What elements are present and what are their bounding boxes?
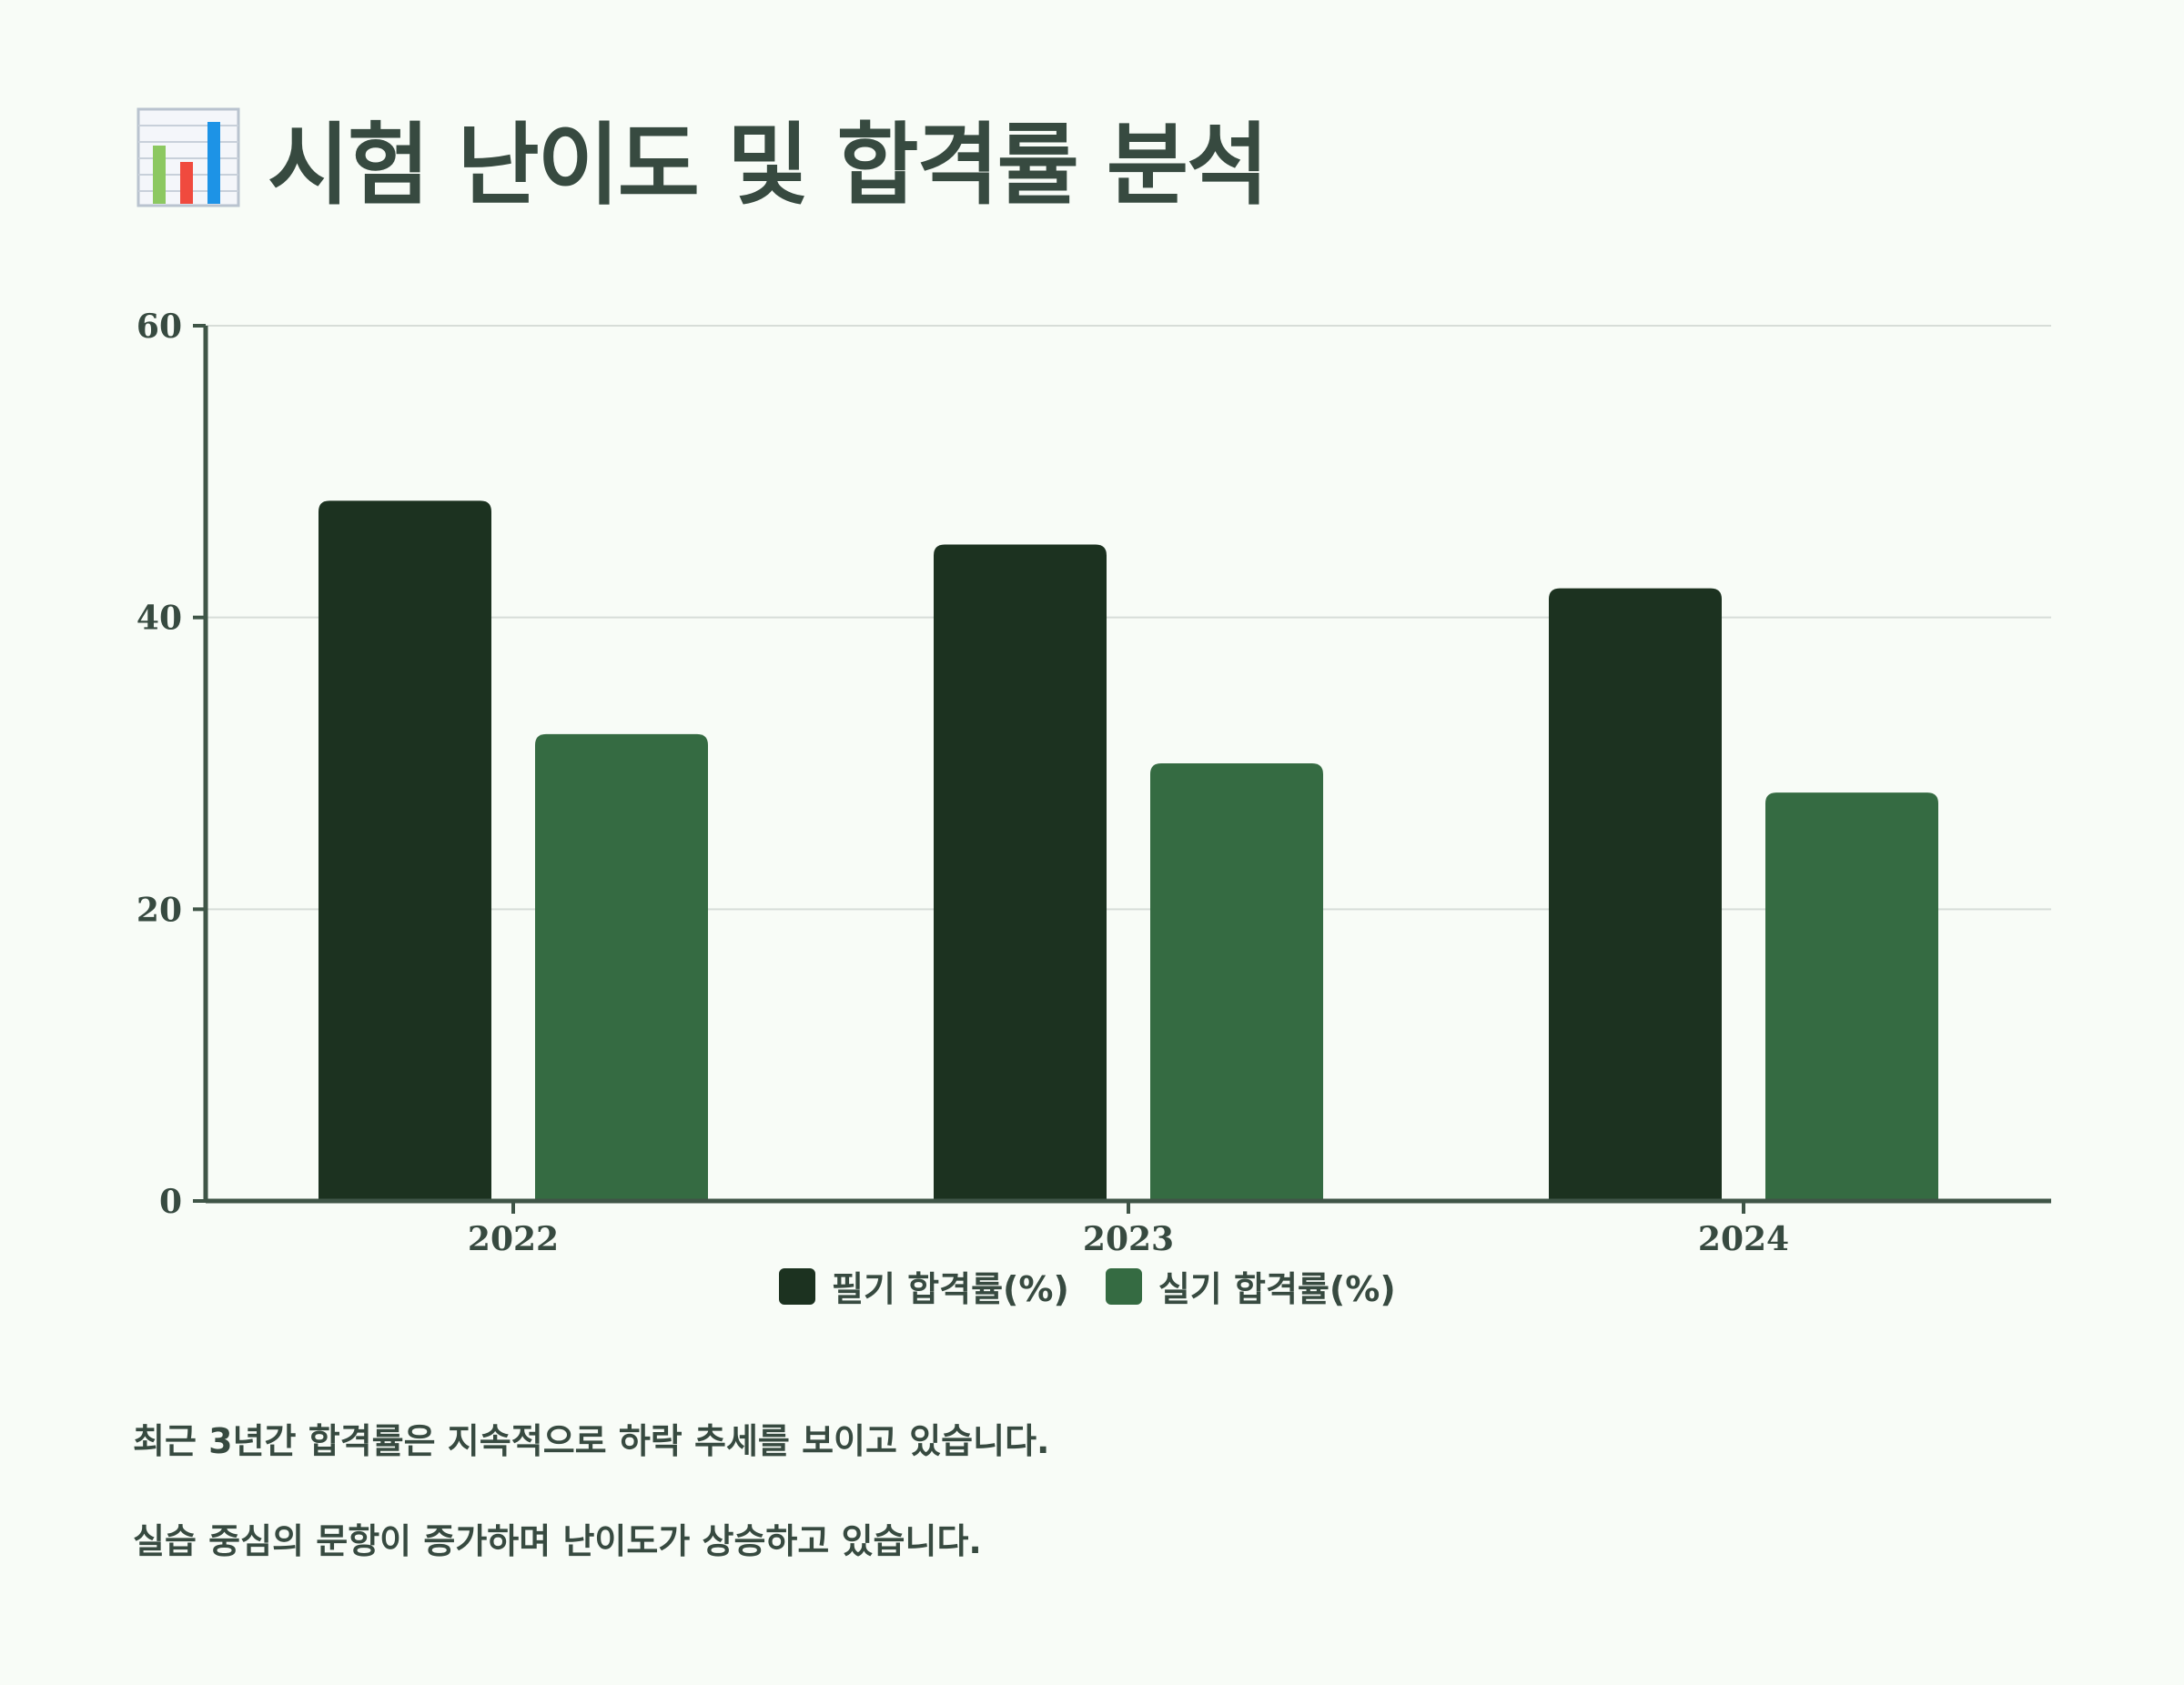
bar-chart: 0 20 40 60 2022 2023 2024 xyxy=(136,308,2051,1258)
bar-written-2024 xyxy=(1549,588,1722,1201)
legend-item-practical[interactable]: 실기 합격률(%) xyxy=(1105,1261,1396,1311)
x-tick-label: 2024 xyxy=(1698,1220,1789,1258)
analysis-notes: 최근 3년간 합격률은 지속적으로 하락 추세를 보이고 있습니다. 실습 중심… xyxy=(133,1419,1050,1619)
chart-legend: 필기 합격률(%) 실기 합격률(%) xyxy=(779,1261,1432,1311)
legend-swatch-written xyxy=(779,1267,815,1305)
x-tick-label: 2022 xyxy=(468,1220,559,1258)
note-difficulty: 실습 중심의 문항이 증가하며 난이도가 상승하고 있습니다. xyxy=(133,1521,982,1561)
bar-written-2023 xyxy=(934,544,1107,1201)
legend-label-written: 필기 합격률(%) xyxy=(832,1269,1069,1309)
title-text: 시험 난이도 및 합격률 분석 xyxy=(268,114,1269,217)
legend-item-written[interactable]: 필기 합격률(%) xyxy=(779,1261,1069,1311)
bar-written-2022 xyxy=(318,500,491,1201)
y-tick-label: 60 xyxy=(136,308,182,346)
y-tick-label: 20 xyxy=(136,891,182,929)
page-title: 시험 난이도 및 합격률 분석 xyxy=(135,98,1269,217)
legend-swatch-practical xyxy=(1105,1267,1142,1305)
note-trend: 최근 3년간 합격률은 지속적으로 하락 추세를 보이고 있습니다. xyxy=(133,1421,1050,1461)
y-tick-label: 40 xyxy=(136,600,182,638)
legend-label-practical: 실기 합격률(%) xyxy=(1158,1269,1396,1309)
y-tick-label: 0 xyxy=(159,1183,182,1221)
bar-practical-2022 xyxy=(535,733,708,1201)
bar-chart-emoji-icon xyxy=(136,107,240,207)
x-tick-label: 2023 xyxy=(1083,1220,1174,1258)
bar-practical-2024 xyxy=(1765,792,1938,1201)
bar-practical-2023 xyxy=(1150,763,1323,1201)
